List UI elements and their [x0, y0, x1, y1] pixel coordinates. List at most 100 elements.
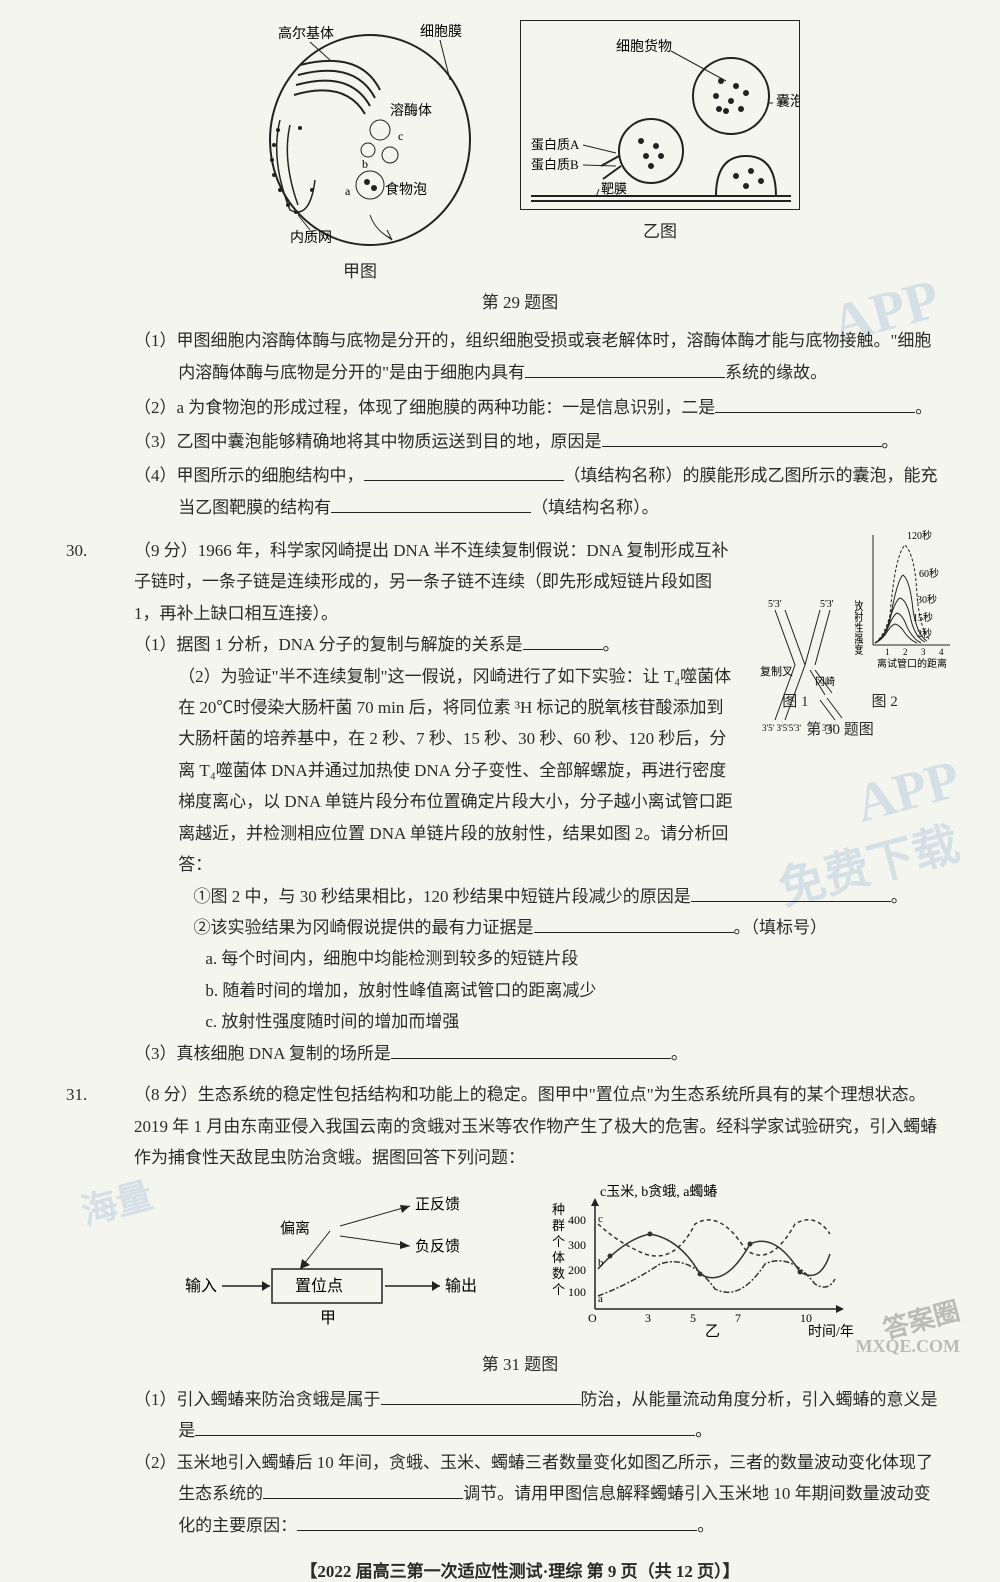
label-cellcargo: 细胞货物 — [616, 38, 672, 55]
q30-opta: a. 每个时间内，细胞中均能检测到较多的短链片段 — [100, 943, 940, 974]
label-membrane: 细胞膜 — [420, 24, 462, 40]
label-er: 内质网 — [290, 230, 332, 246]
q31-intro: （8 分）生态系统的稳定性包括结构和功能上的稳定。图甲中"置位点"为生态系统所具… — [100, 1079, 940, 1173]
svg-text:5'3': 5'3' — [768, 599, 782, 610]
svg-text:2秒: 2秒 — [917, 627, 932, 640]
label-lysosome: 溶酶体 — [390, 103, 432, 119]
q31a-output: 输出 — [445, 1277, 477, 1295]
q31a-setpoint: 置位点 — [295, 1277, 343, 1295]
label-vesicle: 囊泡 — [776, 93, 800, 110]
q30-fig2-ylabel: 放射性强度 — [855, 598, 864, 655]
question-31: 31. （8 分）生态系统的稳定性包括结构和功能上的稳定。图甲中"置位点"为生态… — [100, 1079, 940, 1541]
label-proteinB: 蛋白质B — [531, 157, 579, 172]
figure-29: 高尔基体 细胞膜 溶酶体 b c 食物泡 a 内质网 — [100, 20, 940, 282]
svg-text:3: 3 — [921, 647, 926, 657]
svg-text:种: 种 — [552, 1202, 565, 1217]
blank — [602, 428, 882, 447]
svg-text:100: 100 — [568, 1285, 586, 1299]
blank — [263, 1481, 463, 1500]
blank — [297, 1512, 697, 1531]
q31a-deviate: 偏离 — [280, 1220, 310, 1237]
q29-p1b: 系统的缘故。 — [725, 363, 827, 382]
svg-text:10: 10 — [800, 1311, 812, 1325]
q30-sub2: ②该实验结果为冈崎假说提供的最有力证据是 — [194, 918, 534, 937]
q31b-caption: 乙 — [705, 1324, 720, 1339]
q30-figs-cap: 第 30 题图 — [740, 717, 940, 745]
q29-p3b: 。 — [882, 432, 899, 451]
svg-text:400: 400 — [568, 1213, 586, 1227]
figure-29-a: 高尔基体 细胞膜 溶酶体 b c 食物泡 a 内质网 — [240, 20, 480, 282]
q31-fig-a: 输入 置位点 输出 偏离 正反馈 负反馈 甲 — [180, 1191, 520, 1331]
question-29-text: （1）甲图细胞内溶酶体酶与底物是分开的，组织细胞受损或衰老解体时，溶酶体酶才能与… — [100, 325, 940, 525]
svg-text:7: 7 — [735, 1311, 741, 1325]
svg-text:60秒: 60秒 — [919, 567, 939, 580]
svg-text:a: a — [598, 1293, 603, 1305]
blank — [391, 1040, 671, 1059]
svg-text:a: a — [345, 184, 351, 198]
q30-fig2-xlabel: 离试管口的距离 — [877, 657, 947, 670]
q30-p1b: 。 — [603, 635, 620, 654]
blank — [715, 394, 915, 413]
svg-text:5: 5 — [690, 1311, 696, 1325]
blank — [525, 360, 725, 379]
svg-text:O: O — [588, 1311, 597, 1325]
svg-text:b: b — [362, 157, 368, 171]
svg-text:b: b — [598, 1257, 604, 1269]
q30-num: 30. — [66, 535, 87, 566]
svg-text:复制叉: 复制叉 — [760, 664, 793, 678]
q29-p4: （4）甲图所示的细胞结构中， — [134, 466, 364, 485]
fig-a-caption: 甲图 — [240, 257, 480, 282]
q29-p4c: （填结构名称）。 — [531, 498, 659, 517]
q31b-xlabel: 时间/年 — [808, 1324, 854, 1339]
svg-text:3: 3 — [645, 1311, 651, 1325]
q30-sub1: ①图 2 中，与 30 秒结果相比，120 秒结果中短链片段减少的原因是 — [194, 887, 691, 906]
svg-text:数: 数 — [552, 1266, 565, 1281]
figure-29-b: 细胞货物 囊泡 蛋白质A 蛋白质B 靶膜 — [520, 20, 800, 282]
label-target: 靶膜 — [601, 181, 627, 196]
label-foodvac: 食物泡 — [385, 181, 427, 198]
blank — [381, 1386, 581, 1405]
cell-diagram-a: 高尔基体 细胞膜 溶酶体 b c 食物泡 a 内质网 — [240, 20, 480, 250]
label-proteinA: 蛋白质A — [531, 137, 580, 152]
question-30: 5'3' 5'3' 复制叉 冈崎 3'5' 3'5'5'3' 3'5' 120秒… — [100, 535, 940, 1069]
q31a-negfb: 负反馈 — [415, 1238, 460, 1255]
svg-text:群: 群 — [552, 1218, 565, 1233]
svg-text:c: c — [598, 1213, 603, 1225]
svg-text:5'3': 5'3' — [820, 599, 834, 610]
vesicle-diagram-b: 细胞货物 囊泡 蛋白质A 蛋白质B 靶膜 — [520, 20, 800, 210]
svg-text:30秒: 30秒 — [917, 593, 937, 606]
svg-text:c: c — [398, 129, 403, 143]
svg-text:2: 2 — [903, 647, 908, 657]
q30-fig1-cap: 图 1 — [753, 689, 838, 717]
q30-optb: b. 随着时间的增加，放射性峰值离试管口的距离减少 — [100, 975, 940, 1006]
q30-optc: c. 放射性强度随时间的增加而增强 — [100, 1006, 940, 1037]
svg-text:200: 200 — [568, 1263, 586, 1277]
q31-figures: 输入 置位点 输出 偏离 正反馈 负反馈 甲 c玉米, b贪蛾, a蠋蝽 — [100, 1184, 940, 1339]
q31b-legend: c玉米, b贪蛾, a蠋蝽 — [600, 1184, 717, 1200]
q30-p1: （1）据图 1 分析，DNA 分子的复制与解旋的关系是 — [134, 635, 523, 654]
q31a-posfb: 正反馈 — [415, 1196, 460, 1213]
q31-p1: （1）引入蠋蝽来防治贪蛾是属于 — [134, 1390, 381, 1409]
q31-num: 31. — [66, 1079, 87, 1110]
blank — [364, 463, 564, 482]
q30-fig2: 120秒 60秒 30秒 15秒 2秒 1 2 3 4 放射性强度 离试管口的距… — [855, 525, 955, 670]
q29-p2b: 。 — [915, 398, 932, 417]
svg-text:300: 300 — [568, 1238, 586, 1252]
blank — [195, 1418, 695, 1437]
svg-text:4: 4 — [939, 647, 944, 657]
q29-p2: （2）a 为食物泡的形成过程，体现了细胞膜的两种功能：一是信息识别，二是 — [134, 398, 715, 417]
fig-b-caption: 乙图 — [520, 217, 800, 242]
svg-text:个: 个 — [552, 1234, 565, 1249]
blank — [534, 914, 734, 933]
q30-fig2-cap: 图 2 — [842, 689, 927, 717]
q31-figs-caption: 第 31 题图 — [100, 1349, 940, 1380]
blank — [691, 883, 891, 902]
svg-text:个: 个 — [552, 1282, 565, 1297]
blank — [523, 631, 603, 650]
q29-p3: （3）乙图中囊泡能够精确地将其中物质运送到目的地，原因是 — [134, 432, 602, 451]
q30-p3: （3）真核细胞 DNA 复制的场所是 — [134, 1044, 391, 1063]
q31-p1b: 防治，从能量流动角度分析，引入蠋蝽的意义是 — [581, 1390, 938, 1409]
label-golgi: 高尔基体 — [278, 25, 334, 42]
q31a-caption: 甲 — [320, 1310, 336, 1327]
page-footer: 【2022 届高三第一次适应性测试·理综 第 9 页（共 12 页）】 — [100, 1557, 940, 1582]
